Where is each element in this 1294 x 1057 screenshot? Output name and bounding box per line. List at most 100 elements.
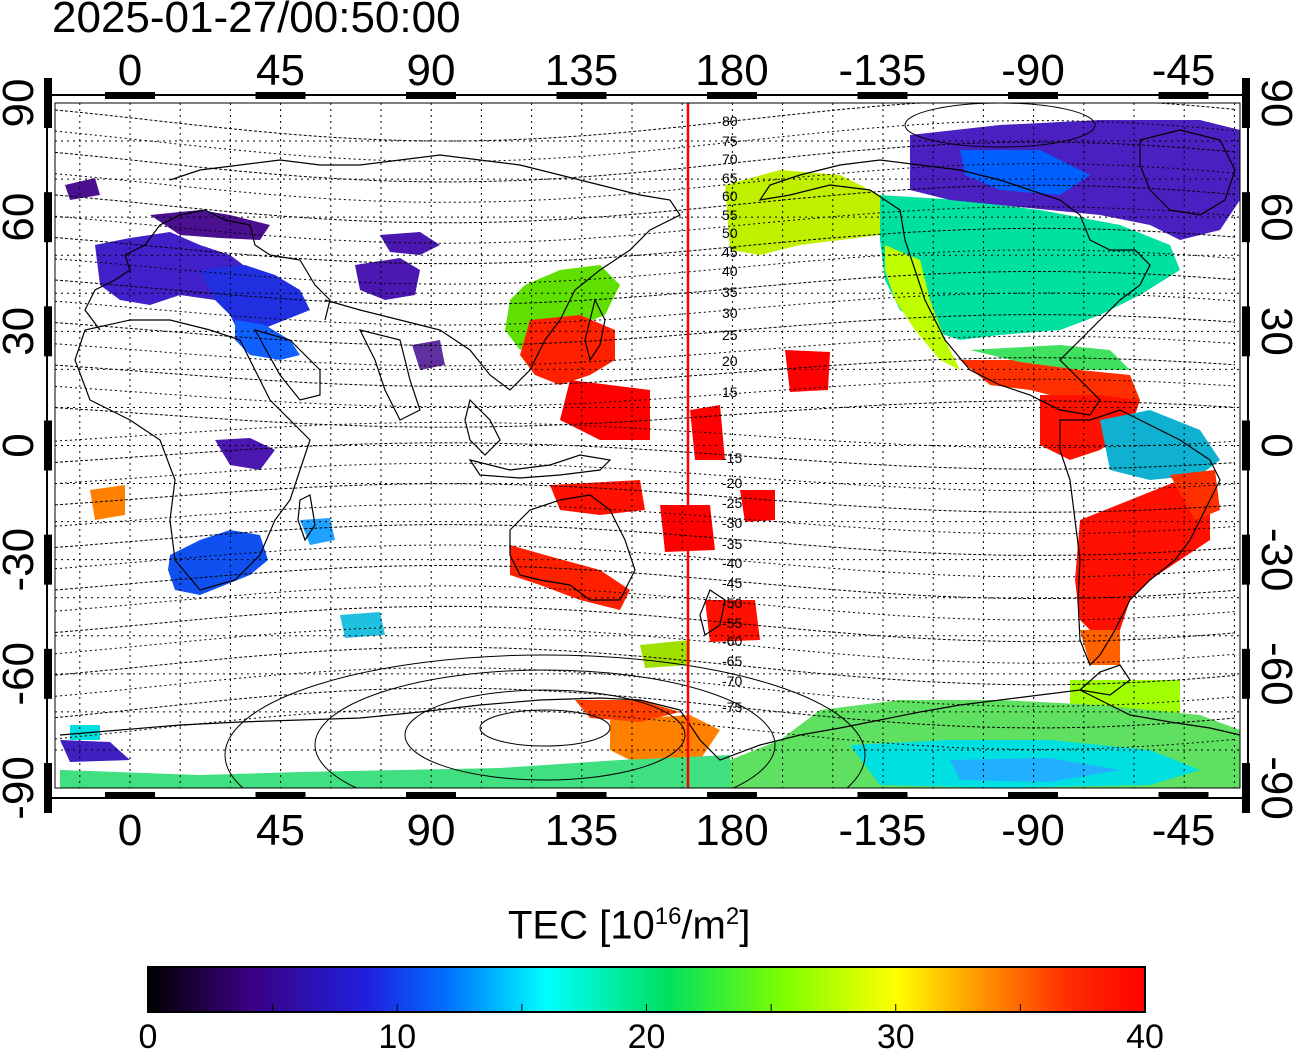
contour-label: 45 <box>722 244 738 260</box>
contour-label: -25 <box>722 495 742 511</box>
contour-label: 20 <box>722 353 738 369</box>
coast-japan <box>584 298 606 362</box>
contour-label: -50 <box>722 595 742 611</box>
coast-madagascar <box>297 494 316 542</box>
coast-south-america <box>1059 409 1221 667</box>
colorbar-title-close: ] <box>739 903 751 948</box>
colorbar-title: TEC [1016/m2] <box>508 903 751 948</box>
tec-patch-india <box>412 340 445 370</box>
tec-patch-atlantic-blip <box>90 485 125 520</box>
right-axis-labels: 90 60 30 0 -30 -60 -90 <box>1252 79 1294 820</box>
colorbar-title-unit: /m <box>681 903 726 948</box>
top-tick-label: -90 <box>1001 46 1065 95</box>
map-grid <box>55 103 1240 788</box>
left-tick-label: 90 <box>0 79 43 128</box>
tec-patch-africa-mid <box>215 438 275 470</box>
tec-patch-pacific-west <box>560 380 650 440</box>
tec-data-layer <box>60 120 1240 788</box>
map-inner-frame <box>54 102 1241 789</box>
top-tick-label: 90 <box>407 46 456 95</box>
tec-patch-madagascar <box>300 518 335 545</box>
tec-patch-central-asia <box>355 258 420 300</box>
timestamp-title: 2025-01-27/00:50:00 <box>52 0 461 42</box>
coast-europe <box>84 209 331 331</box>
magnetic-latitude-contours <box>55 103 1236 788</box>
contour-label: 55 <box>722 207 738 223</box>
tec-patch-west-coast <box>885 245 960 370</box>
colorbar-title-unit-exponent: 2 <box>725 903 740 930</box>
tec-patch-australia-south <box>510 545 630 610</box>
coast-asia <box>169 154 681 391</box>
contour-label: 15 <box>722 384 738 400</box>
coast-arabia <box>253 329 321 401</box>
colorbar-tick-label: 10 <box>378 1018 417 1056</box>
coast-indonesia <box>468 454 612 479</box>
tec-patch-pacific-mid <box>690 405 725 460</box>
colorbar-tick-label: 30 <box>876 1018 915 1056</box>
coast-antarctica <box>59 689 1240 761</box>
coast-southeast-asia <box>464 398 501 456</box>
top-tick-label: 180 <box>695 46 768 95</box>
tec-patch-nz <box>705 600 760 642</box>
contour-label-group: 80 75 70 65 60 55 50 45 40 35 30 25 20 15 -15 -20 -25 -30… <box>722 113 742 715</box>
right-tick-label: -60 <box>1252 642 1294 706</box>
right-tick-label: 30 <box>1252 307 1294 356</box>
top-tick-label: -135 <box>838 46 926 95</box>
contour-label: -20 <box>722 475 742 491</box>
tec-patch-middle-east <box>235 320 300 360</box>
tec-patch-ross-sea-red <box>575 700 680 722</box>
tec-patch-antarctic-west <box>60 755 730 788</box>
bottom-tick-label: 90 <box>407 806 456 855</box>
colorbar-tick-label: 0 <box>138 1018 158 1056</box>
left-tick-label: 0 <box>0 433 43 457</box>
tec-patch-south-africa <box>168 530 268 595</box>
tec-patch-europe-east <box>200 265 310 335</box>
bottom-axis-labels: 0 45 90 135 180 -135 -90 -45 <box>118 806 1216 855</box>
colorbar-title-main: TEC [10 <box>508 903 655 948</box>
bottom-tick-label: -135 <box>838 806 926 855</box>
coast-africa <box>74 319 311 591</box>
tec-patch-alaska <box>725 170 900 255</box>
contour-label: -65 <box>722 653 742 669</box>
coast-north-america <box>758 159 1151 416</box>
right-tick-label: -30 <box>1252 528 1294 592</box>
coast-india <box>358 329 421 421</box>
right-tick-label: 60 <box>1252 193 1294 242</box>
contour-label: 65 <box>722 170 738 186</box>
bottom-tick-label: 45 <box>256 806 305 855</box>
coast-australia <box>509 494 636 601</box>
contour-label: 80 <box>722 113 738 129</box>
tec-patch-pacific-south-2 <box>740 490 775 522</box>
tec-patch-southern-ocean-blip <box>340 612 385 638</box>
top-tick-label: 0 <box>118 46 142 95</box>
contour-label: 50 <box>722 225 738 241</box>
coast-greenland <box>1139 129 1236 216</box>
coast-antarctic-peninsula <box>1078 664 1131 696</box>
coastlines <box>59 129 1240 761</box>
contour-label: -60 <box>722 633 742 649</box>
tec-patch-patagonia <box>1080 630 1120 665</box>
bottom-tick-label: -45 <box>1152 806 1216 855</box>
coast-new-zealand <box>699 589 726 636</box>
tec-patch-japan <box>520 315 615 385</box>
tec-patch-brazil-east <box>1170 470 1220 520</box>
contour-label: 70 <box>722 151 738 167</box>
tec-patch-hawaii <box>785 350 830 392</box>
left-tick-label: -30 <box>0 528 43 592</box>
tec-patch-canada <box>880 195 1180 340</box>
contour-label: 35 <box>722 284 738 300</box>
contour-label: -45 <box>722 575 742 591</box>
top-axis-labels: 0 45 90 135 180 -135 -90 -45 <box>118 46 1216 95</box>
contour-label: -55 <box>722 615 742 631</box>
bottom-tick-label: -90 <box>1001 806 1065 855</box>
top-tick-label: 45 <box>256 46 305 95</box>
colorbar-tick-label: 20 <box>627 1018 666 1056</box>
colorbar-tick-label: 40 <box>1126 1018 1164 1056</box>
contour-label: 75 <box>722 133 738 149</box>
bottom-tick-label: 180 <box>695 806 768 855</box>
contour-label: 25 <box>722 327 738 343</box>
contour-label: 60 <box>722 188 738 204</box>
bottom-tick-label: 0 <box>118 806 142 855</box>
contour-label: -15 <box>722 450 742 466</box>
